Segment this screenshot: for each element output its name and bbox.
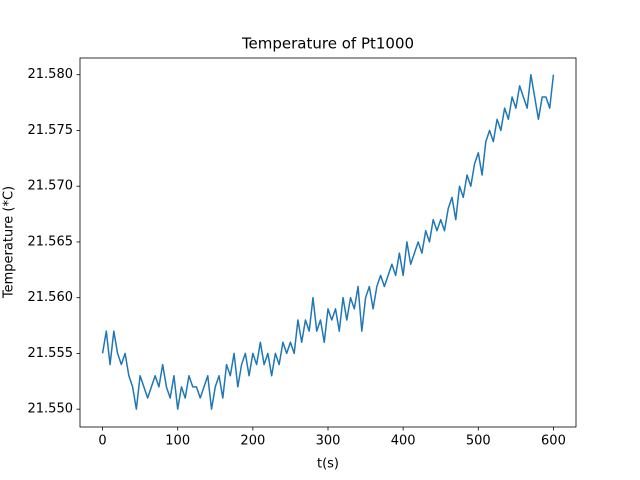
y-tick-label: 21.575: [28, 123, 74, 138]
x-tick-label: 500: [466, 434, 491, 449]
plot-frame: [79, 57, 577, 428]
y-axis-label: Temperature (*C): [2, 186, 17, 299]
x-tick-label: 400: [391, 434, 416, 449]
x-tick-label: 600: [541, 434, 566, 449]
y-tick-label: 21.560: [28, 290, 74, 305]
x-tick-label: 0: [98, 434, 106, 449]
y-tick-label: 21.555: [28, 346, 74, 361]
y-tick-label: 21.550: [28, 402, 74, 417]
chart-title: Temperature of Pt1000: [241, 35, 414, 53]
x-tick-label: 200: [240, 434, 265, 449]
x-tick-label: 300: [316, 434, 341, 449]
y-tick-label: 21.570: [28, 179, 74, 194]
y-tick-label: 21.565: [28, 234, 74, 249]
x-tick-label: 100: [165, 434, 190, 449]
data-line: [101, 73, 555, 410]
y-tick-label: 21.580: [28, 67, 74, 82]
x-axis-label: t(s): [317, 457, 339, 472]
